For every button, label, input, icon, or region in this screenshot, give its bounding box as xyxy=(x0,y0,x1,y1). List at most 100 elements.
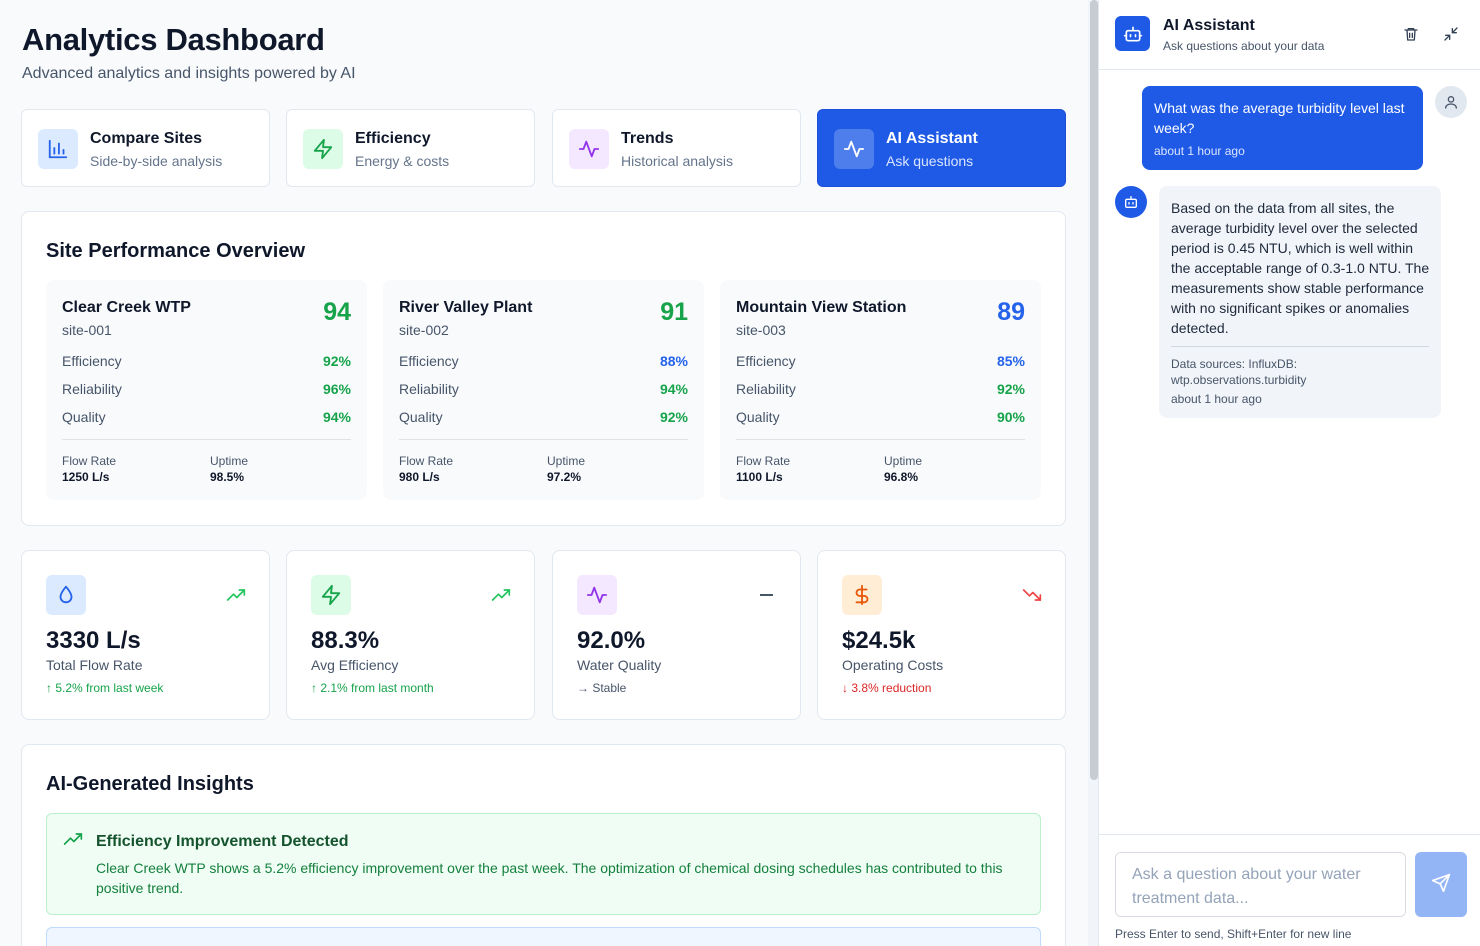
metric-label: Quality xyxy=(736,409,780,425)
efficiency-card[interactable]: Efficiency Energy & costs xyxy=(286,109,535,187)
user-avatar-icon xyxy=(1435,86,1467,118)
message-text: Based on the data from all sites, the av… xyxy=(1171,200,1430,336)
card-subtitle: Energy & costs xyxy=(355,153,450,169)
ai-assistant-panel: AI Assistant Ask questions about your da… xyxy=(1098,0,1480,946)
kpi-label: Total Flow Rate xyxy=(46,657,143,673)
send-button[interactable] xyxy=(1415,852,1467,917)
metric-row: Quality 90% xyxy=(736,409,1025,429)
trending-down-icon xyxy=(1021,585,1043,605)
assistant-header: AI Assistant Ask questions about your da… xyxy=(1099,0,1480,70)
metric-row: Reliability 94% xyxy=(399,381,688,401)
metric-label: Quality xyxy=(399,409,443,425)
bot-icon xyxy=(1115,16,1150,51)
flow-rate-value: 1250 L/s xyxy=(62,470,110,484)
site-name: Mountain View Station xyxy=(736,299,907,316)
flow-rate-label: Flow Rate xyxy=(399,454,454,468)
metric-row: Efficiency 88% xyxy=(399,353,688,373)
chat-input[interactable] xyxy=(1115,852,1406,917)
divider xyxy=(736,439,1025,440)
zap-icon xyxy=(311,575,351,615)
site-score: 94 xyxy=(323,298,351,326)
input-hint: Press Enter to send, Shift+Enter for new… xyxy=(1115,927,1352,941)
kpi-value: 3330 L/s xyxy=(46,627,141,654)
metric-value: 92% xyxy=(322,353,351,369)
metric-value: 94% xyxy=(322,409,351,425)
card-title: AI Assistant xyxy=(886,130,978,147)
dollar-icon xyxy=(842,575,882,615)
message-time: about 1 hour ago xyxy=(1154,144,1245,158)
page-title: Analytics Dashboard xyxy=(22,22,325,57)
metric-label: Efficiency xyxy=(62,353,122,369)
metric-row: Quality 94% xyxy=(62,409,351,429)
site-score: 89 xyxy=(997,298,1025,326)
metric-value: 92% xyxy=(996,381,1025,397)
metric-label: Reliability xyxy=(399,381,459,397)
minus-icon xyxy=(756,585,778,605)
insight-card: Efficiency Improvement Detected Clear Cr… xyxy=(46,813,1041,915)
metric-value: 90% xyxy=(996,409,1025,425)
card-title: Compare Sites xyxy=(90,130,203,147)
metric-value: 94% xyxy=(659,381,688,397)
kpi-avg-efficiency: 88.3% Avg Efficiency ↑ 2.1% from last mo… xyxy=(286,550,535,720)
droplet-icon xyxy=(46,575,86,615)
kpi-change: → Stable xyxy=(577,681,627,695)
main-content: Analytics Dashboard Advanced analytics a… xyxy=(21,22,1066,946)
trending-up-icon xyxy=(225,585,247,605)
kpi-value: 88.3% xyxy=(311,627,380,654)
metric-row: Efficiency 92% xyxy=(62,353,351,373)
trending-up-icon xyxy=(63,832,83,851)
kpi-label: Operating Costs xyxy=(842,657,944,673)
compare-sites-card[interactable]: Compare Sites Side-by-side analysis xyxy=(21,109,270,187)
site-name: River Valley Plant xyxy=(399,299,533,316)
kpi-value: 92.0% xyxy=(577,627,646,654)
uptime-value: 97.2% xyxy=(547,470,582,484)
kpi-operating-costs: $24.5k Operating Costs ↓ 3.8% reduction xyxy=(817,550,1066,720)
site-card-clear-creek[interactable]: Clear Creek WTP site-001 94 Efficiency 92… xyxy=(46,280,367,500)
minimize-icon[interactable] xyxy=(1439,22,1463,46)
card-subtitle: Historical analysis xyxy=(621,153,734,169)
metric-label: Efficiency xyxy=(736,353,796,369)
metric-row: Reliability 92% xyxy=(736,381,1025,401)
ai-assistant-card[interactable]: AI Assistant Ask questions xyxy=(817,109,1066,187)
message-time: about 1 hour ago xyxy=(1171,392,1262,406)
uptime-label: Uptime xyxy=(884,454,923,468)
scrollbar-thumb[interactable] xyxy=(1090,0,1098,780)
metric-value: 88% xyxy=(659,353,688,369)
trends-card[interactable]: Trends Historical analysis xyxy=(552,109,801,187)
site-score: 91 xyxy=(660,298,688,326)
panel-title: Site Performance Overview xyxy=(46,240,306,262)
metric-value: 92% xyxy=(659,409,688,425)
metric-label: Reliability xyxy=(736,381,796,397)
activity-icon xyxy=(569,129,609,169)
assistant-title: AI Assistant xyxy=(1163,17,1255,34)
site-card-river-valley[interactable]: River Valley Plant site-002 91 Efficienc… xyxy=(383,280,704,500)
assistant-message: Based on the data from all sites, the av… xyxy=(1159,186,1441,418)
kpi-label: Avg Efficiency xyxy=(311,657,399,673)
kpi-water-quality: 92.0% Water Quality → Stable xyxy=(552,550,801,720)
uptime-label: Uptime xyxy=(210,454,249,468)
metric-value: 85% xyxy=(996,353,1025,369)
send-icon xyxy=(1431,873,1451,896)
flow-rate-value: 1100 L/s xyxy=(736,470,783,484)
metric-label: Reliability xyxy=(62,381,122,397)
data-sources: Data sources: InfluxDB: wtp.observations… xyxy=(1171,357,1307,387)
metric-label: Quality xyxy=(62,409,106,425)
ai-insights-panel: AI-Generated Insights Efficiency Improve… xyxy=(21,744,1066,946)
site-performance-panel: Site Performance Overview Clear Creek WT… xyxy=(21,211,1066,526)
bar-chart-icon xyxy=(38,129,78,169)
flow-rate-value: 980 L/s xyxy=(399,470,440,484)
site-card-mountain-view[interactable]: Mountain View Station site-003 89 Effici… xyxy=(720,280,1041,500)
zap-icon xyxy=(303,129,343,169)
site-id: site-001 xyxy=(62,322,112,338)
kpi-change: ↑ 5.2% from last week xyxy=(46,681,164,695)
trash-icon[interactable] xyxy=(1399,22,1423,46)
bot-avatar-icon xyxy=(1115,186,1147,218)
kpi-change: ↓ 3.8% reduction xyxy=(842,681,932,695)
metric-row: Quality 92% xyxy=(399,409,688,429)
kpi-label: Water Quality xyxy=(577,657,662,673)
site-id: site-002 xyxy=(399,322,449,338)
card-subtitle: Side-by-side analysis xyxy=(90,153,223,169)
divider xyxy=(62,439,351,440)
uptime-value: 98.5% xyxy=(210,470,245,484)
metric-row: Efficiency 85% xyxy=(736,353,1025,373)
